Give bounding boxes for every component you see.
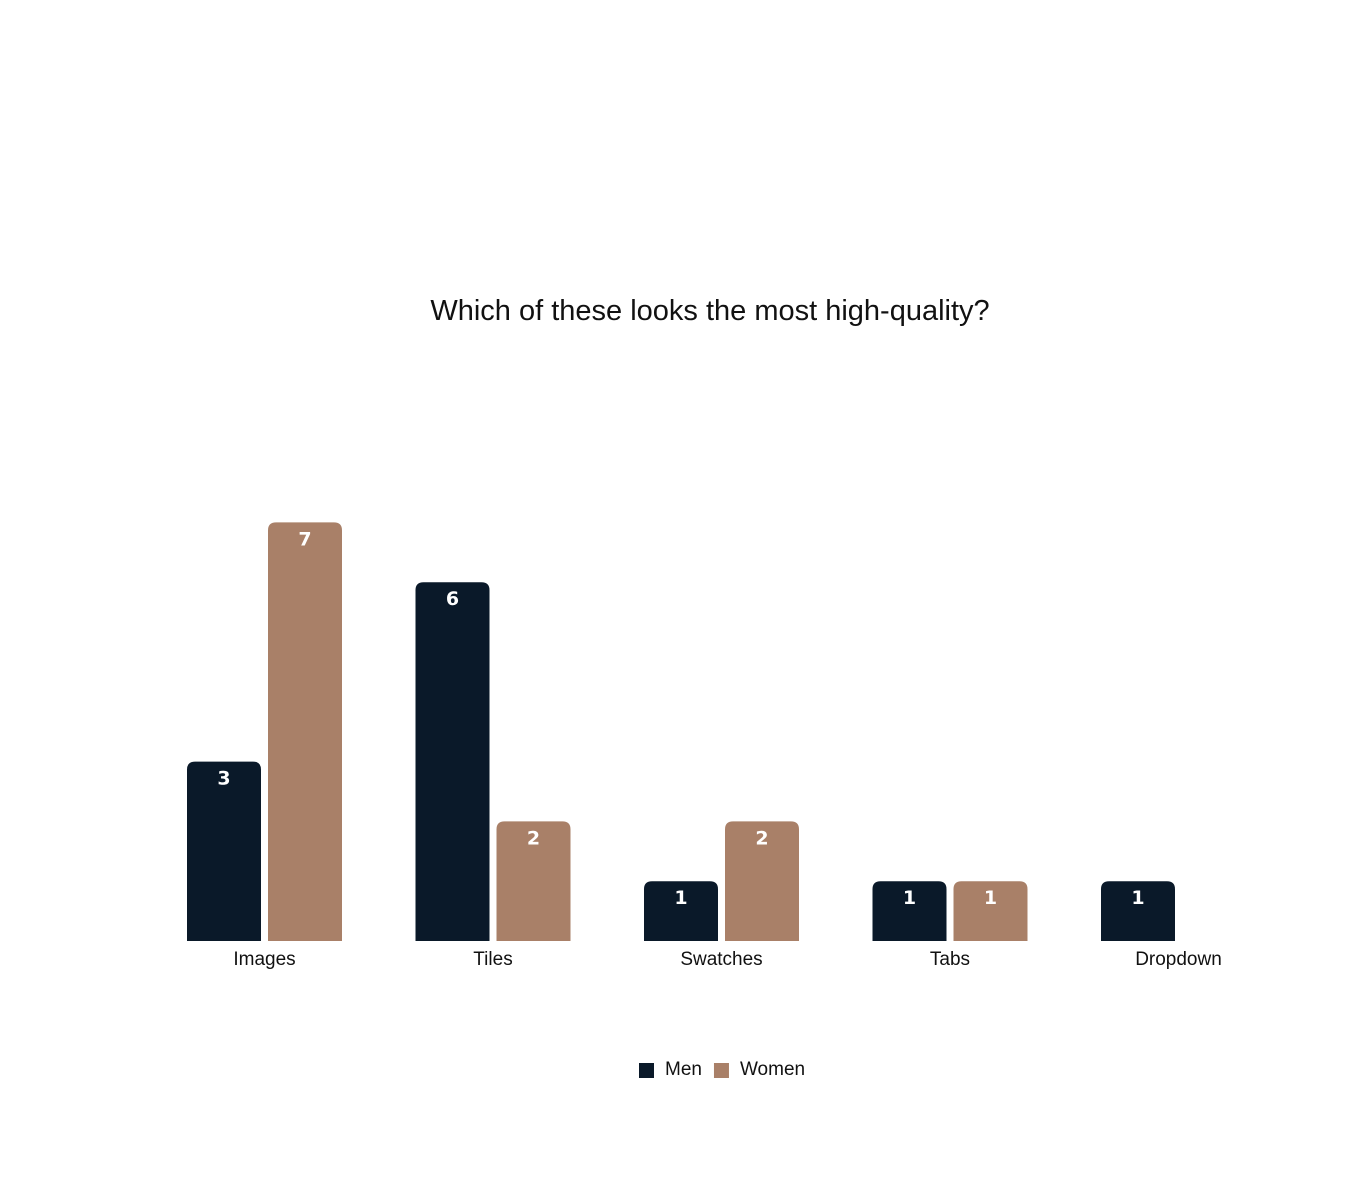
value-label-swatches-women: 2 <box>755 827 768 849</box>
legend-swatch-women <box>713 1063 729 1078</box>
value-label-images-men: 3 <box>217 768 230 790</box>
bar-images-women <box>268 522 342 941</box>
value-label-tiles-women: 2 <box>527 827 540 849</box>
value-label-tabs-men: 1 <box>903 887 916 909</box>
legend-label-women: Women <box>740 1059 805 1080</box>
chart-title: Which of these looks the most high-quali… <box>430 295 989 327</box>
value-labels-layer: 3 7 6 2 1 2 1 1 1 <box>217 528 1144 909</box>
legend-swatch-men <box>639 1063 654 1078</box>
bar-dropdown-men <box>1101 881 1175 941</box>
value-label-tiles-men: 6 <box>446 588 459 610</box>
bar-swatches-men <box>644 881 718 941</box>
category-label-swatches: Swatches <box>680 949 762 970</box>
category-label-dropdown: Dropdown <box>1135 949 1222 970</box>
value-label-tabs-women: 1 <box>984 887 997 909</box>
category-label-images: Images <box>233 949 295 970</box>
bar-tiles-men <box>415 582 490 941</box>
value-label-swatches-men: 1 <box>674 887 687 909</box>
legend-label-men: Men <box>665 1059 702 1080</box>
bar-tiles-women <box>496 821 571 941</box>
category-labels-layer: Images Tiles Swatches Tabs Dropdown <box>233 949 1221 970</box>
category-label-tabs: Tabs <box>930 949 970 970</box>
bar-tabs-women <box>953 881 1028 941</box>
value-label-images-women: 7 <box>298 528 311 550</box>
value-label-dropdown-men: 1 <box>1131 887 1144 909</box>
bar-swatches-women <box>725 821 799 941</box>
bar-tabs-men <box>872 881 947 941</box>
bar-images-men <box>187 761 261 941</box>
legend: Men Women <box>639 1059 805 1080</box>
bars-layer <box>187 522 1175 941</box>
category-label-tiles: Tiles <box>473 949 512 970</box>
